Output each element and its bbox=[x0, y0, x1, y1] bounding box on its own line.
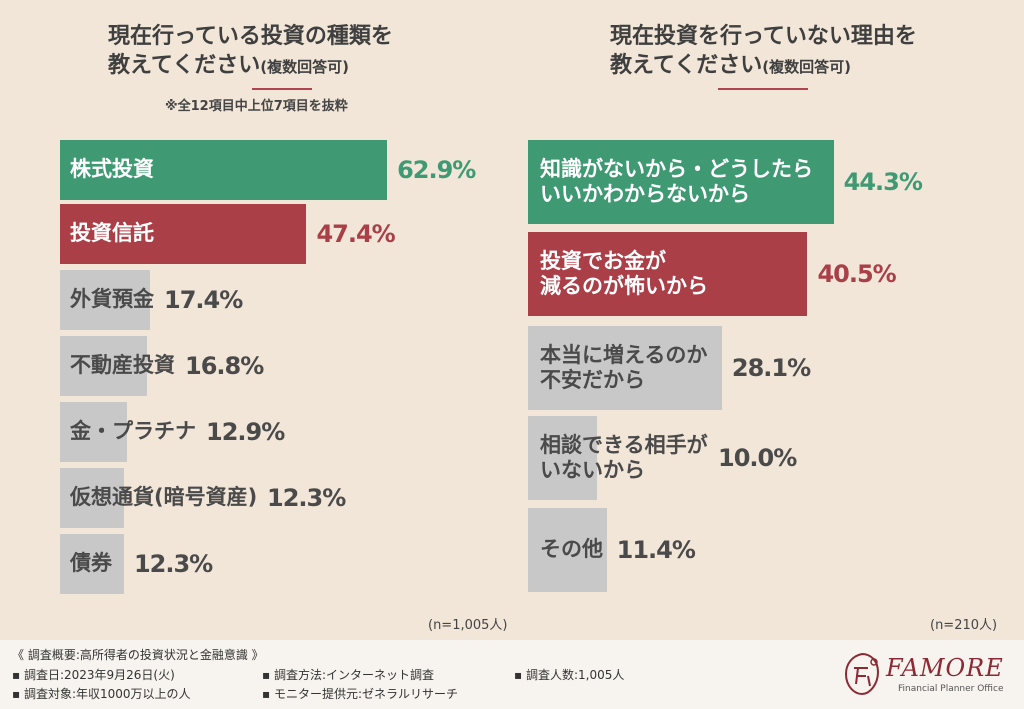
chart1-bar-3 bbox=[60, 336, 148, 396]
famore-logo: FAMORE Financial Planner Office bbox=[840, 650, 1004, 702]
left-title-line1: 現在行っている投資の種類を bbox=[108, 24, 393, 49]
chart2-value-3: 10.0% bbox=[718, 444, 797, 472]
survey-target: ▪ 調査対象:年収1000万以上の人 bbox=[12, 687, 191, 701]
chart1-value-4: 12.9% bbox=[206, 418, 285, 446]
chart1-value-5: 12.3% bbox=[267, 484, 346, 512]
chart1-label-6: 債券 bbox=[70, 551, 112, 575]
chart1-value-0: 62.9% bbox=[397, 156, 476, 184]
chart2-bar-3 bbox=[528, 416, 597, 500]
right-title-sub: (複数回答可) bbox=[762, 58, 851, 76]
chart1-label-1: 投資信託 bbox=[70, 221, 154, 245]
logo-emblem-icon bbox=[844, 652, 880, 696]
logo-brand: FAMORE bbox=[886, 654, 1004, 682]
right-n-label: (n=210人) bbox=[930, 618, 998, 633]
survey-count: ▪ 調査人数:1,005人 bbox=[514, 668, 625, 682]
survey-provider: ▪ モニター提供元:ゼネラルリサーチ bbox=[262, 687, 458, 701]
left-title-sub: (複数回答可) bbox=[260, 58, 349, 76]
survey-date: ▪ 調査日:2023年9月26日(火) bbox=[12, 668, 175, 682]
chart1-label-0: 株式投資 bbox=[70, 157, 154, 181]
chart2-bar-1 bbox=[528, 232, 808, 316]
chart1-label-4: 金・プラチナ bbox=[70, 419, 196, 443]
chart2-label-3: 相談できる相手が いないから bbox=[540, 432, 708, 483]
right-title-underline bbox=[718, 88, 808, 90]
chart1-bar-5 bbox=[60, 468, 124, 528]
left-title-underline bbox=[252, 88, 312, 90]
chart1-bar-6 bbox=[60, 534, 124, 594]
left-note: ※全12項目中上位7項目を抜粋 bbox=[165, 99, 348, 114]
left-title-line2: 教えてください bbox=[108, 53, 261, 78]
right-title-line1: 現在投資を行っていない理由を bbox=[610, 24, 917, 49]
charts: 株式投資 62.9% 投資信託 47.4% 外貨預金 17.4% 不動産投資 16.8% 金・プ… bbox=[60, 140, 923, 594]
left-title: 現在行っている投資の種類を 教えてください(複数回答可) bbox=[108, 22, 393, 82]
chart2-value-1: 40.5% bbox=[817, 260, 896, 288]
survey-method: ▪ 調査方法:インターネット調査 bbox=[262, 668, 434, 682]
logo-tagline: Financial Planner Office bbox=[898, 684, 1004, 694]
chart1-bar-1 bbox=[60, 204, 307, 264]
chart2-value-2: 28.1% bbox=[731, 354, 811, 382]
chart1-value-3: 16.8% bbox=[185, 352, 264, 380]
chart2-bar-4 bbox=[528, 508, 607, 592]
chart2-value-4: 11.4% bbox=[616, 536, 696, 564]
right-title: 現在投資を行っていない理由を 教えてください(複数回答可) bbox=[610, 22, 917, 82]
chart1-bar-2 bbox=[60, 270, 151, 330]
chart1-value-2: 17.4% bbox=[164, 286, 243, 314]
chart2-bar-2 bbox=[528, 326, 722, 410]
chart1-value-1: 47.4% bbox=[316, 220, 395, 248]
chart1-bar-0 bbox=[60, 140, 388, 200]
chart2-label-1: 投資でお金が 減るのが怖いから bbox=[540, 248, 708, 299]
chart1-label-5: 仮想通貨(暗号資産) bbox=[70, 485, 258, 509]
left-n-label: (n=1,005人) bbox=[428, 618, 508, 633]
chart2-bar-0 bbox=[528, 140, 834, 224]
survey-summary: 《 調査概要:高所得者の投資状況と金融意識 》 bbox=[12, 648, 264, 662]
chart1-label-2: 外貨預金 bbox=[70, 287, 154, 311]
right-title-line2: 教えてください bbox=[610, 53, 763, 78]
chart2-label-2: 本当に増えるのか 不安だから bbox=[540, 342, 708, 393]
chart1-bar-4 bbox=[60, 402, 128, 462]
chart2-label-0: 知識がないから・どうしたら いいかわからないから bbox=[540, 156, 813, 207]
chart1-value-6: 12.3% bbox=[133, 550, 213, 578]
chart2-value-0: 44.3% bbox=[843, 168, 923, 196]
survey-footer: 《 調査概要:高所得者の投資状況と金融意識 》 ▪ 調査日:2023年9月26日… bbox=[0, 640, 1024, 709]
chart1-label-3: 不動産投資 bbox=[70, 353, 175, 377]
chart2-label-4: その他 bbox=[540, 537, 603, 561]
